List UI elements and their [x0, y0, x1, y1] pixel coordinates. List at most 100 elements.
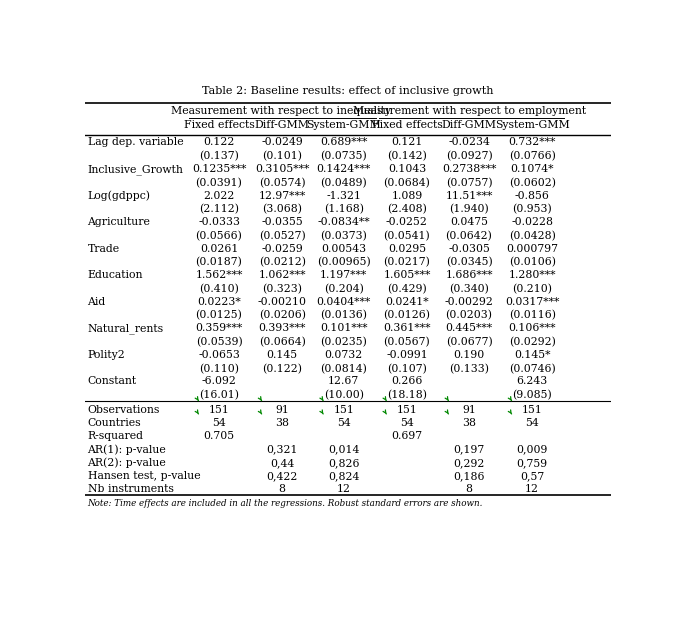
Text: 0.101***: 0.101*** — [320, 323, 367, 333]
Text: -0.00292: -0.00292 — [445, 297, 494, 307]
Text: 1.197***: 1.197*** — [320, 270, 367, 280]
Text: 151: 151 — [521, 404, 543, 415]
Text: (0.133): (0.133) — [449, 364, 489, 374]
Text: (0.0927): (0.0927) — [445, 151, 492, 161]
Text: 0.145*: 0.145* — [514, 350, 551, 360]
Text: 0.1424***: 0.1424*** — [316, 164, 371, 174]
Text: (0.429): (0.429) — [387, 284, 427, 294]
Text: System-GMM: System-GMM — [495, 120, 570, 130]
Text: 1.686***: 1.686*** — [445, 270, 493, 280]
Text: (0.0541): (0.0541) — [384, 231, 430, 241]
Text: 0.0317***: 0.0317*** — [505, 297, 559, 307]
Text: 151: 151 — [333, 404, 354, 415]
Text: (0.0642): (0.0642) — [445, 231, 492, 241]
Text: 0,197: 0,197 — [454, 445, 485, 454]
Text: 2.022: 2.022 — [204, 191, 235, 200]
Text: -0.0249: -0.0249 — [261, 137, 303, 147]
Text: (0.0203): (0.0203) — [445, 311, 492, 321]
Text: (0.00965): (0.00965) — [317, 257, 371, 268]
Text: 0.0475: 0.0475 — [450, 217, 488, 227]
Text: Agriculture: Agriculture — [88, 217, 150, 227]
Text: 12.67: 12.67 — [328, 376, 359, 386]
Text: 38: 38 — [275, 418, 289, 428]
Text: (0.410): (0.410) — [199, 284, 239, 294]
Text: (0.0567): (0.0567) — [384, 337, 430, 347]
Text: (0.0125): (0.0125) — [196, 311, 242, 321]
Text: 0.361***: 0.361*** — [383, 323, 430, 333]
Text: 0.732***: 0.732*** — [509, 137, 556, 147]
Text: AR(2): p-value: AR(2): p-value — [88, 458, 166, 468]
Text: (0.0766): (0.0766) — [509, 151, 555, 161]
Text: 0,44: 0,44 — [270, 458, 294, 468]
Text: 54: 54 — [337, 418, 350, 428]
Text: 1.562***: 1.562*** — [196, 270, 243, 280]
Text: 0,57: 0,57 — [520, 471, 545, 481]
Text: (0.0187): (0.0187) — [196, 257, 242, 268]
Text: 8: 8 — [278, 484, 286, 494]
Text: (0.0345): (0.0345) — [445, 257, 492, 268]
Text: Log(gdppc): Log(gdppc) — [88, 191, 151, 201]
Text: 0.1043: 0.1043 — [388, 164, 426, 174]
Text: (2.408): (2.408) — [387, 204, 427, 214]
Text: 0.705: 0.705 — [204, 431, 235, 441]
Text: 0.00543: 0.00543 — [321, 244, 367, 253]
Text: Fixed effects: Fixed effects — [184, 120, 255, 130]
Text: 0.0241*: 0.0241* — [385, 297, 428, 307]
Text: 0,186: 0,186 — [454, 471, 485, 481]
Text: (0.0116): (0.0116) — [509, 311, 555, 321]
Text: (0.0391): (0.0391) — [196, 178, 242, 188]
Text: 0,014: 0,014 — [328, 445, 359, 454]
Text: 0.0404***: 0.0404*** — [316, 297, 371, 307]
Text: (0.0489): (0.0489) — [320, 178, 367, 188]
Text: -0.856: -0.856 — [515, 191, 549, 200]
Text: Polity2: Polity2 — [88, 350, 125, 360]
Text: Fixed effects: Fixed effects — [371, 120, 442, 130]
Text: (0.0602): (0.0602) — [509, 178, 555, 188]
Text: 0.106***: 0.106*** — [509, 323, 556, 333]
Text: -0.0991: -0.0991 — [386, 350, 428, 360]
Text: 0.1074*: 0.1074* — [511, 164, 554, 174]
Text: 0,292: 0,292 — [454, 458, 485, 468]
Text: 0.1235***: 0.1235*** — [192, 164, 246, 174]
Text: (0.340): (0.340) — [449, 284, 489, 294]
Text: Note: Time effects are included in all the regressions. Robust standard errors a: Note: Time effects are included in all t… — [88, 499, 483, 508]
Text: 0.190: 0.190 — [454, 350, 485, 360]
Text: (0.0574): (0.0574) — [259, 178, 306, 188]
Text: 0,009: 0,009 — [517, 445, 548, 454]
Text: 1.280***: 1.280*** — [509, 270, 556, 280]
Text: 0.697: 0.697 — [391, 431, 422, 441]
Text: 151: 151 — [397, 404, 418, 415]
Text: System-GMM: System-GMM — [306, 120, 381, 130]
Text: (0.0106): (0.0106) — [509, 257, 555, 268]
Text: 0,824: 0,824 — [328, 471, 359, 481]
Text: Education: Education — [88, 270, 143, 280]
Text: (0.0428): (0.0428) — [509, 231, 555, 241]
Text: 12: 12 — [525, 484, 539, 494]
Text: (0.107): (0.107) — [387, 364, 427, 374]
Text: -0.0653: -0.0653 — [198, 350, 240, 360]
Text: (0.204): (0.204) — [324, 284, 364, 294]
Text: -0.0333: -0.0333 — [198, 217, 240, 227]
Text: 151: 151 — [208, 404, 230, 415]
Text: (0.0735): (0.0735) — [320, 151, 367, 161]
Text: Constant: Constant — [88, 376, 136, 386]
Text: (0.122): (0.122) — [262, 364, 302, 374]
Text: -0.0834**: -0.0834** — [318, 217, 370, 227]
Text: 0.0295: 0.0295 — [388, 244, 426, 253]
Text: 12.97***: 12.97*** — [259, 191, 306, 200]
Text: 54: 54 — [526, 418, 539, 428]
Text: 54: 54 — [212, 418, 226, 428]
Text: -0.0355: -0.0355 — [261, 217, 303, 227]
Text: (18.18): (18.18) — [387, 390, 427, 400]
Text: (0.210): (0.210) — [512, 284, 552, 294]
Text: R-squared: R-squared — [88, 431, 143, 441]
Text: Aid: Aid — [88, 297, 106, 307]
Text: 38: 38 — [462, 418, 476, 428]
Text: Measurement with respect to inequality: Measurement with respect to inequality — [171, 105, 391, 115]
Text: 8: 8 — [466, 484, 473, 494]
Text: -1.321: -1.321 — [327, 191, 361, 200]
Text: -0.0252: -0.0252 — [386, 217, 428, 227]
Text: (0.101): (0.101) — [262, 151, 302, 161]
Text: 0.121: 0.121 — [391, 137, 422, 147]
Text: AR(1): p-value: AR(1): p-value — [88, 445, 166, 455]
